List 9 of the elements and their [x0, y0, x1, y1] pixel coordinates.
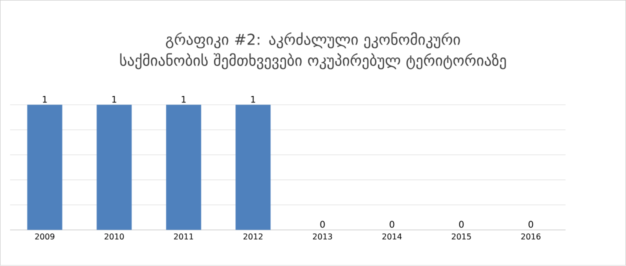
data-label: 0 [528, 221, 534, 228]
data-label: 1 [251, 96, 256, 103]
data-label: 1 [42, 96, 47, 103]
data-label: 0 [320, 221, 325, 228]
data-label: 1 [182, 96, 186, 103]
chart-title: გრაფიკი #2: აკრძალული ეკონომიკური საქმიანობის შემთხვევები ოკუპირებულ ტერიტორიაზე [120, 32, 506, 70]
data-label: 0 [459, 221, 464, 228]
data-label: 0 [390, 221, 394, 228]
data-label: 1 [112, 96, 116, 103]
